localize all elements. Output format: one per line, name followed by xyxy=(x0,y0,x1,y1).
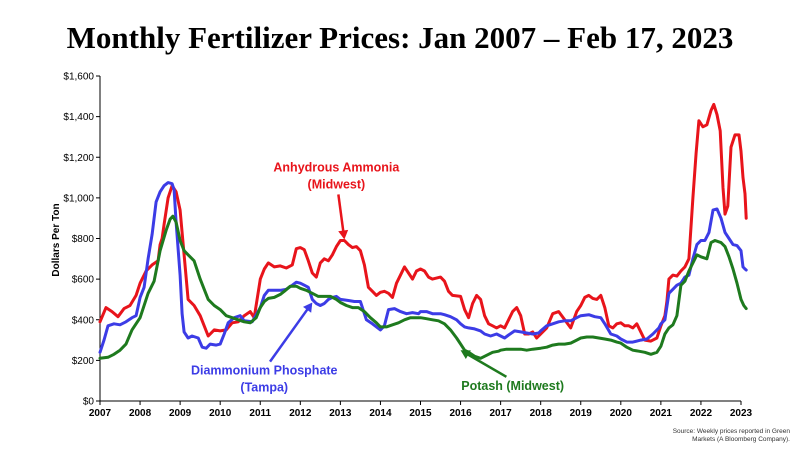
annotation-0: Anhydrous Ammonia (Midwest) xyxy=(273,160,400,240)
x-tick-label: 2013 xyxy=(329,408,352,419)
annotation-1: Diammonium Phosphate (Tampa) xyxy=(191,302,338,395)
annotation-arrow-head xyxy=(460,350,471,360)
y-tick-label: $400 xyxy=(72,315,95,326)
x-tick-label: 2012 xyxy=(289,408,312,419)
x-tick-label: 2014 xyxy=(369,408,392,419)
x-tick-label: 2009 xyxy=(169,408,192,419)
y-axis-label: Dollars Per Ton xyxy=(51,203,62,276)
annotation-arrow-shaft xyxy=(269,307,310,363)
x-tick-label: 2007 xyxy=(89,408,112,419)
y-tick-label: $600 xyxy=(72,275,95,286)
annotation-label: (Midwest) xyxy=(308,177,366,191)
x-tick-label: 2018 xyxy=(530,408,553,419)
source-note: Source: Weekly prices reported in Green … xyxy=(640,428,790,444)
annotation-label: (Tampa) xyxy=(240,381,288,395)
source-line-2: Markets (A Bloomberg Company). xyxy=(692,436,790,443)
x-tick-label: 2017 xyxy=(490,408,513,419)
source-line-1: Source: Weekly prices reported in Green xyxy=(672,428,790,435)
x-tick-label: 2023 xyxy=(730,408,753,419)
annotation-arrow-head xyxy=(338,229,349,240)
axes: $0 $200 $400 $600 $800 $1,000 $1,200 $1,400 $1,6… xyxy=(63,72,752,420)
annotation-label: Potash (Midwest) xyxy=(461,379,564,393)
annotation-layer: Anhydrous Ammonia (Midwest) Diammonium Pho… xyxy=(191,160,564,394)
x-tick-label: 2016 xyxy=(449,408,472,419)
series-line-anhydrous-ammonia-midwest xyxy=(98,102,748,343)
annotation-arrow-shaft xyxy=(465,352,508,378)
y-tick-label: $1,200 xyxy=(63,153,94,164)
annotation-label: Diammonium Phosphate xyxy=(191,364,338,378)
x-tick-label: 2019 xyxy=(570,408,593,419)
x-tick-label: 2021 xyxy=(650,408,673,419)
y-tick-label: $800 xyxy=(72,234,95,245)
y-tick-label: $200 xyxy=(72,356,95,367)
x-tick-label: 2015 xyxy=(409,408,432,419)
y-tick-label: $1,000 xyxy=(63,193,94,204)
page-title: Monthly Fertilizer Prices: Jan 2007 – Fe… xyxy=(66,20,734,55)
x-tick-label: 2008 xyxy=(129,408,152,419)
x-tick-label: 2020 xyxy=(610,408,633,419)
annotation-arrow-shaft xyxy=(337,194,345,233)
series-line-potash-midwest xyxy=(98,214,748,360)
x-tick-label: 2022 xyxy=(690,408,713,419)
series-layer xyxy=(98,102,748,360)
series-line-diammonium-phosphate-tampa xyxy=(98,181,748,354)
annotation-label: Anhydrous Ammonia xyxy=(273,160,400,174)
x-tick-label: 2011 xyxy=(249,408,271,419)
annotation-arrow-head xyxy=(303,302,313,313)
x-tick-label: 2010 xyxy=(209,408,232,419)
y-tick-label: $1,600 xyxy=(63,72,94,83)
y-tick-label: $0 xyxy=(83,397,95,408)
y-tick-label: $1,400 xyxy=(63,112,94,123)
annotation-2: Potash (Midwest) xyxy=(460,350,564,393)
